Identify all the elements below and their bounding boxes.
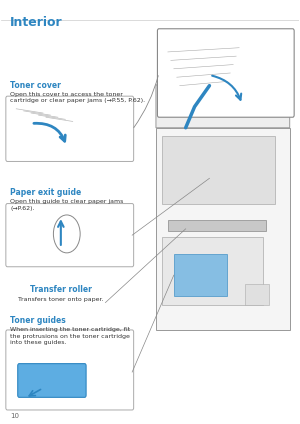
Polygon shape [162,237,263,305]
FancyBboxPatch shape [6,96,134,162]
FancyBboxPatch shape [6,330,134,410]
Text: Paper exit guide: Paper exit guide [10,188,82,197]
Bar [245,284,269,305]
Polygon shape [156,35,290,128]
FancyBboxPatch shape [6,204,134,267]
FancyBboxPatch shape [158,29,294,117]
Text: Toner cover: Toner cover [10,81,61,90]
FancyBboxPatch shape [18,364,86,397]
Text: Interior: Interior [10,16,63,29]
Text: 10: 10 [10,413,19,419]
Polygon shape [156,128,290,330]
Text: Transfer roller: Transfer roller [30,285,92,294]
Bar [174,254,227,296]
Text: Transfers toner onto paper.: Transfers toner onto paper. [18,297,103,302]
Text: Toner guides: Toner guides [10,316,66,325]
Bar [168,220,266,231]
Text: Open this guide to clear paper jams
(→P.62).: Open this guide to clear paper jams (→P.… [10,199,124,211]
Text: Open this cover to access the toner
cartridge or clear paper jams (→P.55, P.62).: Open this cover to access the toner cart… [10,92,145,103]
Text: When inserting the toner cartridge, fit
the protrusions on the toner cartridge
i: When inserting the toner cartridge, fit … [10,327,130,345]
Polygon shape [200,35,290,52]
Polygon shape [162,136,275,204]
